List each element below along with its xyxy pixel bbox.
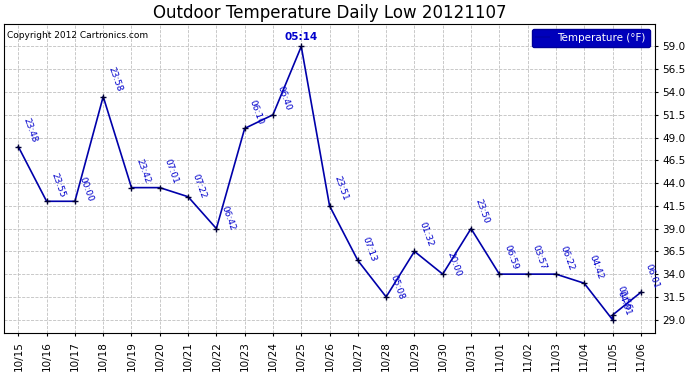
Text: 07:13: 07:13 [361, 236, 378, 263]
Text: 23:55: 23:55 [50, 171, 67, 198]
Text: 23:51: 23:51 [333, 175, 350, 202]
Text: Copyright 2012 Cartronics.com: Copyright 2012 Cartronics.com [8, 32, 148, 40]
Legend: Temperature (°F): Temperature (°F) [532, 29, 650, 47]
Text: 06:59: 06:59 [502, 244, 520, 272]
Text: 00:00: 00:00 [78, 176, 95, 203]
Text: 02:56: 02:56 [615, 285, 633, 312]
Text: 06:42: 06:42 [219, 204, 237, 231]
Text: 07:01: 07:01 [163, 158, 180, 185]
Text: 04:42: 04:42 [587, 254, 604, 280]
Title: Outdoor Temperature Daily Low 20121107: Outdoor Temperature Daily Low 20121107 [152, 4, 506, 22]
Text: 20:00: 20:00 [446, 251, 463, 278]
Text: 06:10: 06:10 [248, 98, 265, 126]
Text: 06:01: 06:01 [644, 262, 661, 290]
Text: 23:42: 23:42 [135, 158, 152, 185]
Text: 05:08: 05:08 [389, 273, 406, 300]
Text: 05:14: 05:14 [285, 32, 318, 42]
Text: 23:50: 23:50 [474, 198, 491, 225]
Text: 01:32: 01:32 [417, 220, 435, 248]
Text: 03:57: 03:57 [531, 244, 548, 272]
Text: 23:58: 23:58 [106, 66, 124, 93]
Text: 06:22: 06:22 [559, 244, 576, 272]
Text: 06:40: 06:40 [276, 85, 293, 112]
Text: 07:22: 07:22 [191, 172, 208, 200]
Text: 23:48: 23:48 [21, 117, 39, 144]
Text: 04:01: 04:01 [615, 290, 633, 317]
